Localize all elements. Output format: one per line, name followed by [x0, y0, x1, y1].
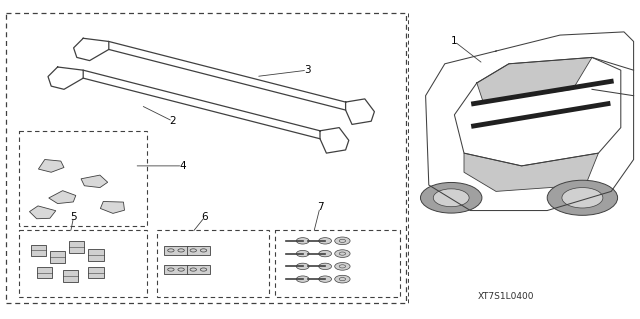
- Bar: [63, 270, 78, 282]
- Bar: [157, 230, 269, 297]
- Bar: [164, 265, 188, 274]
- Bar: [164, 246, 188, 255]
- Bar: [275, 230, 400, 297]
- Circle shape: [296, 250, 309, 257]
- Circle shape: [547, 180, 618, 215]
- Circle shape: [335, 237, 350, 245]
- Circle shape: [319, 276, 332, 282]
- Polygon shape: [477, 57, 592, 102]
- Circle shape: [319, 238, 332, 244]
- Polygon shape: [49, 191, 76, 204]
- Bar: [69, 241, 84, 253]
- Bar: [19, 230, 147, 297]
- Text: 1: 1: [451, 36, 458, 47]
- Circle shape: [296, 276, 309, 282]
- Polygon shape: [464, 153, 598, 191]
- Circle shape: [433, 189, 469, 207]
- Circle shape: [296, 263, 309, 270]
- Polygon shape: [81, 175, 108, 188]
- Text: 2: 2: [170, 116, 176, 126]
- Circle shape: [296, 238, 309, 244]
- Polygon shape: [100, 202, 125, 213]
- Bar: [19, 131, 147, 226]
- Circle shape: [562, 188, 603, 208]
- Bar: [31, 245, 46, 256]
- Text: 4: 4: [179, 161, 186, 171]
- Circle shape: [335, 275, 350, 283]
- Polygon shape: [38, 160, 64, 172]
- Text: 5: 5: [70, 212, 77, 222]
- Polygon shape: [29, 206, 56, 219]
- Circle shape: [319, 250, 332, 257]
- Circle shape: [319, 263, 332, 270]
- Circle shape: [335, 250, 350, 257]
- Bar: [187, 246, 210, 255]
- Circle shape: [420, 182, 482, 213]
- Bar: [37, 267, 52, 278]
- Text: 3: 3: [304, 65, 310, 75]
- Circle shape: [335, 263, 350, 270]
- Bar: [88, 267, 104, 278]
- Text: 7: 7: [317, 202, 323, 212]
- Bar: [6, 13, 406, 303]
- Bar: [50, 251, 65, 263]
- Text: XT7S1L0400: XT7S1L0400: [477, 292, 534, 301]
- Bar: [88, 249, 104, 261]
- Text: 6: 6: [202, 212, 208, 222]
- Bar: [187, 265, 210, 274]
